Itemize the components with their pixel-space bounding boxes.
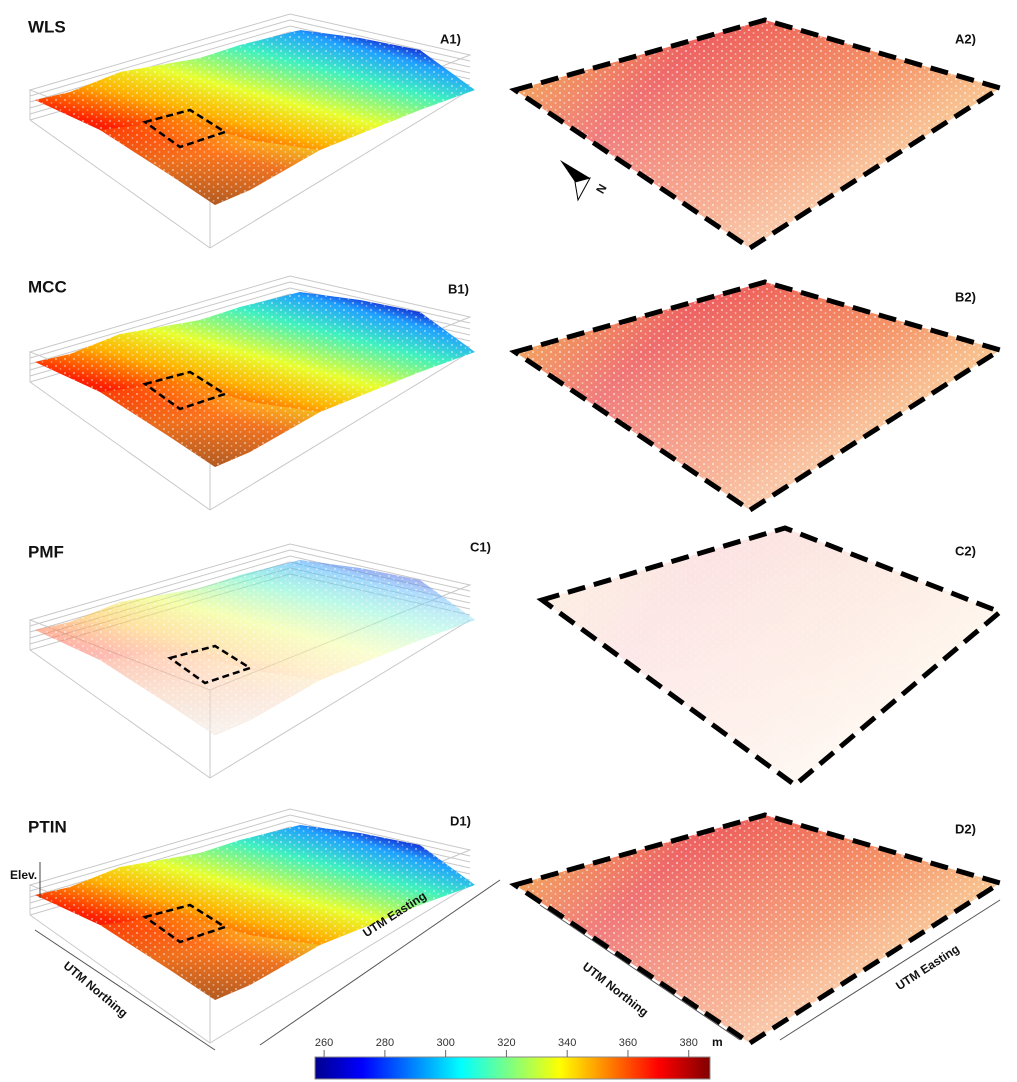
colorbar-tick-label: 260: [315, 1037, 333, 1049]
north-label: N: [593, 182, 609, 197]
colorbar-tick-label: 340: [558, 1037, 576, 1049]
ground-fade: [542, 528, 1000, 785]
terrain: [35, 30, 475, 205]
axis-label: UTM Northing: [61, 959, 131, 1021]
panel-label: C1): [470, 539, 491, 554]
panel-row: PMF C1) C2): [28, 528, 1000, 785]
axis-label: Elev.: [10, 868, 37, 882]
panel-label: A2): [955, 31, 976, 46]
terrain-fade: [35, 560, 475, 735]
colorbar-tick-label: 380: [680, 1037, 698, 1049]
panel-row: PTIN D1) D2): [28, 809, 1000, 1043]
north-arrow-tail: [575, 178, 590, 200]
method-label: PTIN: [28, 817, 67, 836]
panel-label: D2): [955, 821, 976, 836]
colorbar-unit: m: [712, 1035, 723, 1049]
figure: WLS A1) A2) MCC B1) B2) PMF C1) C2) PTIN D1) D2) N El…: [0, 0, 1017, 1082]
axis-label: UTM Easting: [893, 942, 962, 993]
method-label: PMF: [28, 542, 64, 561]
ground-fade: [515, 282, 1000, 510]
panel-label: A1): [440, 31, 461, 46]
panel-label: B1): [448, 281, 469, 296]
method-label: WLS: [28, 17, 66, 36]
terrain-speckle: [35, 30, 475, 205]
ground-fade: [515, 815, 1000, 1043]
terrain: [35, 292, 475, 467]
ground-fade: [515, 20, 1000, 248]
colorbar-tick-label: 360: [619, 1037, 637, 1049]
colorbar: [315, 1057, 710, 1079]
method-label: MCC: [28, 277, 67, 296]
panel-row: MCC B1) B2): [28, 276, 1000, 510]
colorbar-tick-label: 320: [497, 1037, 515, 1049]
terrain-speckle: [35, 292, 475, 467]
panel-label: C2): [955, 543, 976, 558]
panel-label: B2): [955, 289, 976, 304]
colorbar-tick-label: 280: [376, 1037, 394, 1049]
panel-label: D1): [450, 813, 471, 828]
panel-row: WLS A1) A2): [28, 14, 1000, 248]
terrain: [35, 560, 475, 735]
colorbar-tick-label: 300: [436, 1037, 454, 1049]
